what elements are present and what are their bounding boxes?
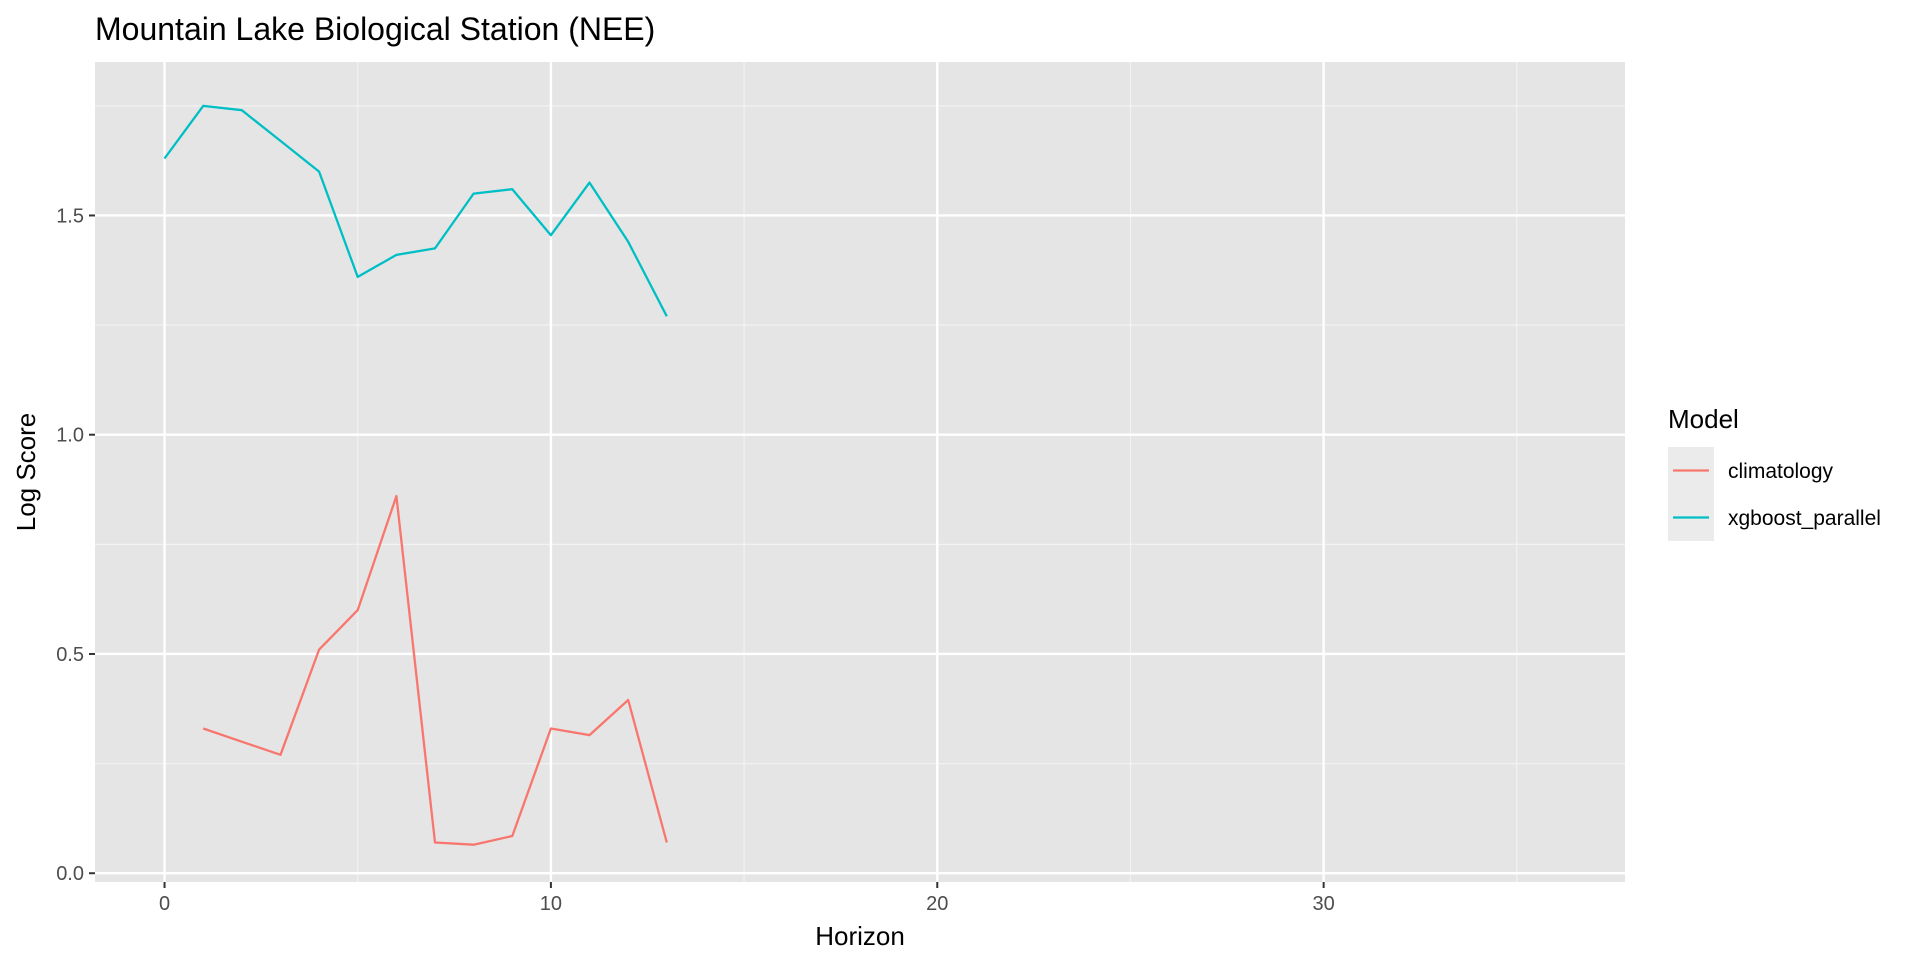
chart-title: Mountain Lake Biological Station (NEE) — [95, 11, 655, 47]
x-tick-label: 0 — [159, 893, 170, 915]
legend: Model climatology xgboost_parallel — [1668, 404, 1881, 541]
legend-label: climatology — [1728, 460, 1834, 483]
x-axis-title: Horizon — [815, 921, 905, 951]
series-line-xgboost-parallel — [163, 104, 668, 317]
minor-gridlines — [95, 62, 1625, 882]
y-tick-label: 1.5 — [56, 205, 84, 227]
y-tick-label: 0.0 — [56, 863, 84, 885]
y-tick-label: 0.5 — [56, 644, 84, 666]
legend-label: xgboost_parallel — [1728, 507, 1881, 530]
plot-panel — [95, 62, 1625, 882]
x-tick-label: 30 — [1313, 893, 1335, 915]
x-tick-label: 10 — [540, 893, 562, 915]
series-lines — [163, 104, 668, 846]
y-tick-label: 1.0 — [56, 425, 84, 447]
major-gridlines — [95, 62, 1625, 882]
x-tick-label: 20 — [926, 893, 948, 915]
series-line-climatology — [202, 494, 668, 846]
axis-ticks: 0 10 20 30 0.0 0.5 1.0 1.5 — [56, 205, 1335, 915]
y-axis-title: Log Score — [11, 413, 41, 532]
legend-title: Model — [1668, 404, 1739, 434]
